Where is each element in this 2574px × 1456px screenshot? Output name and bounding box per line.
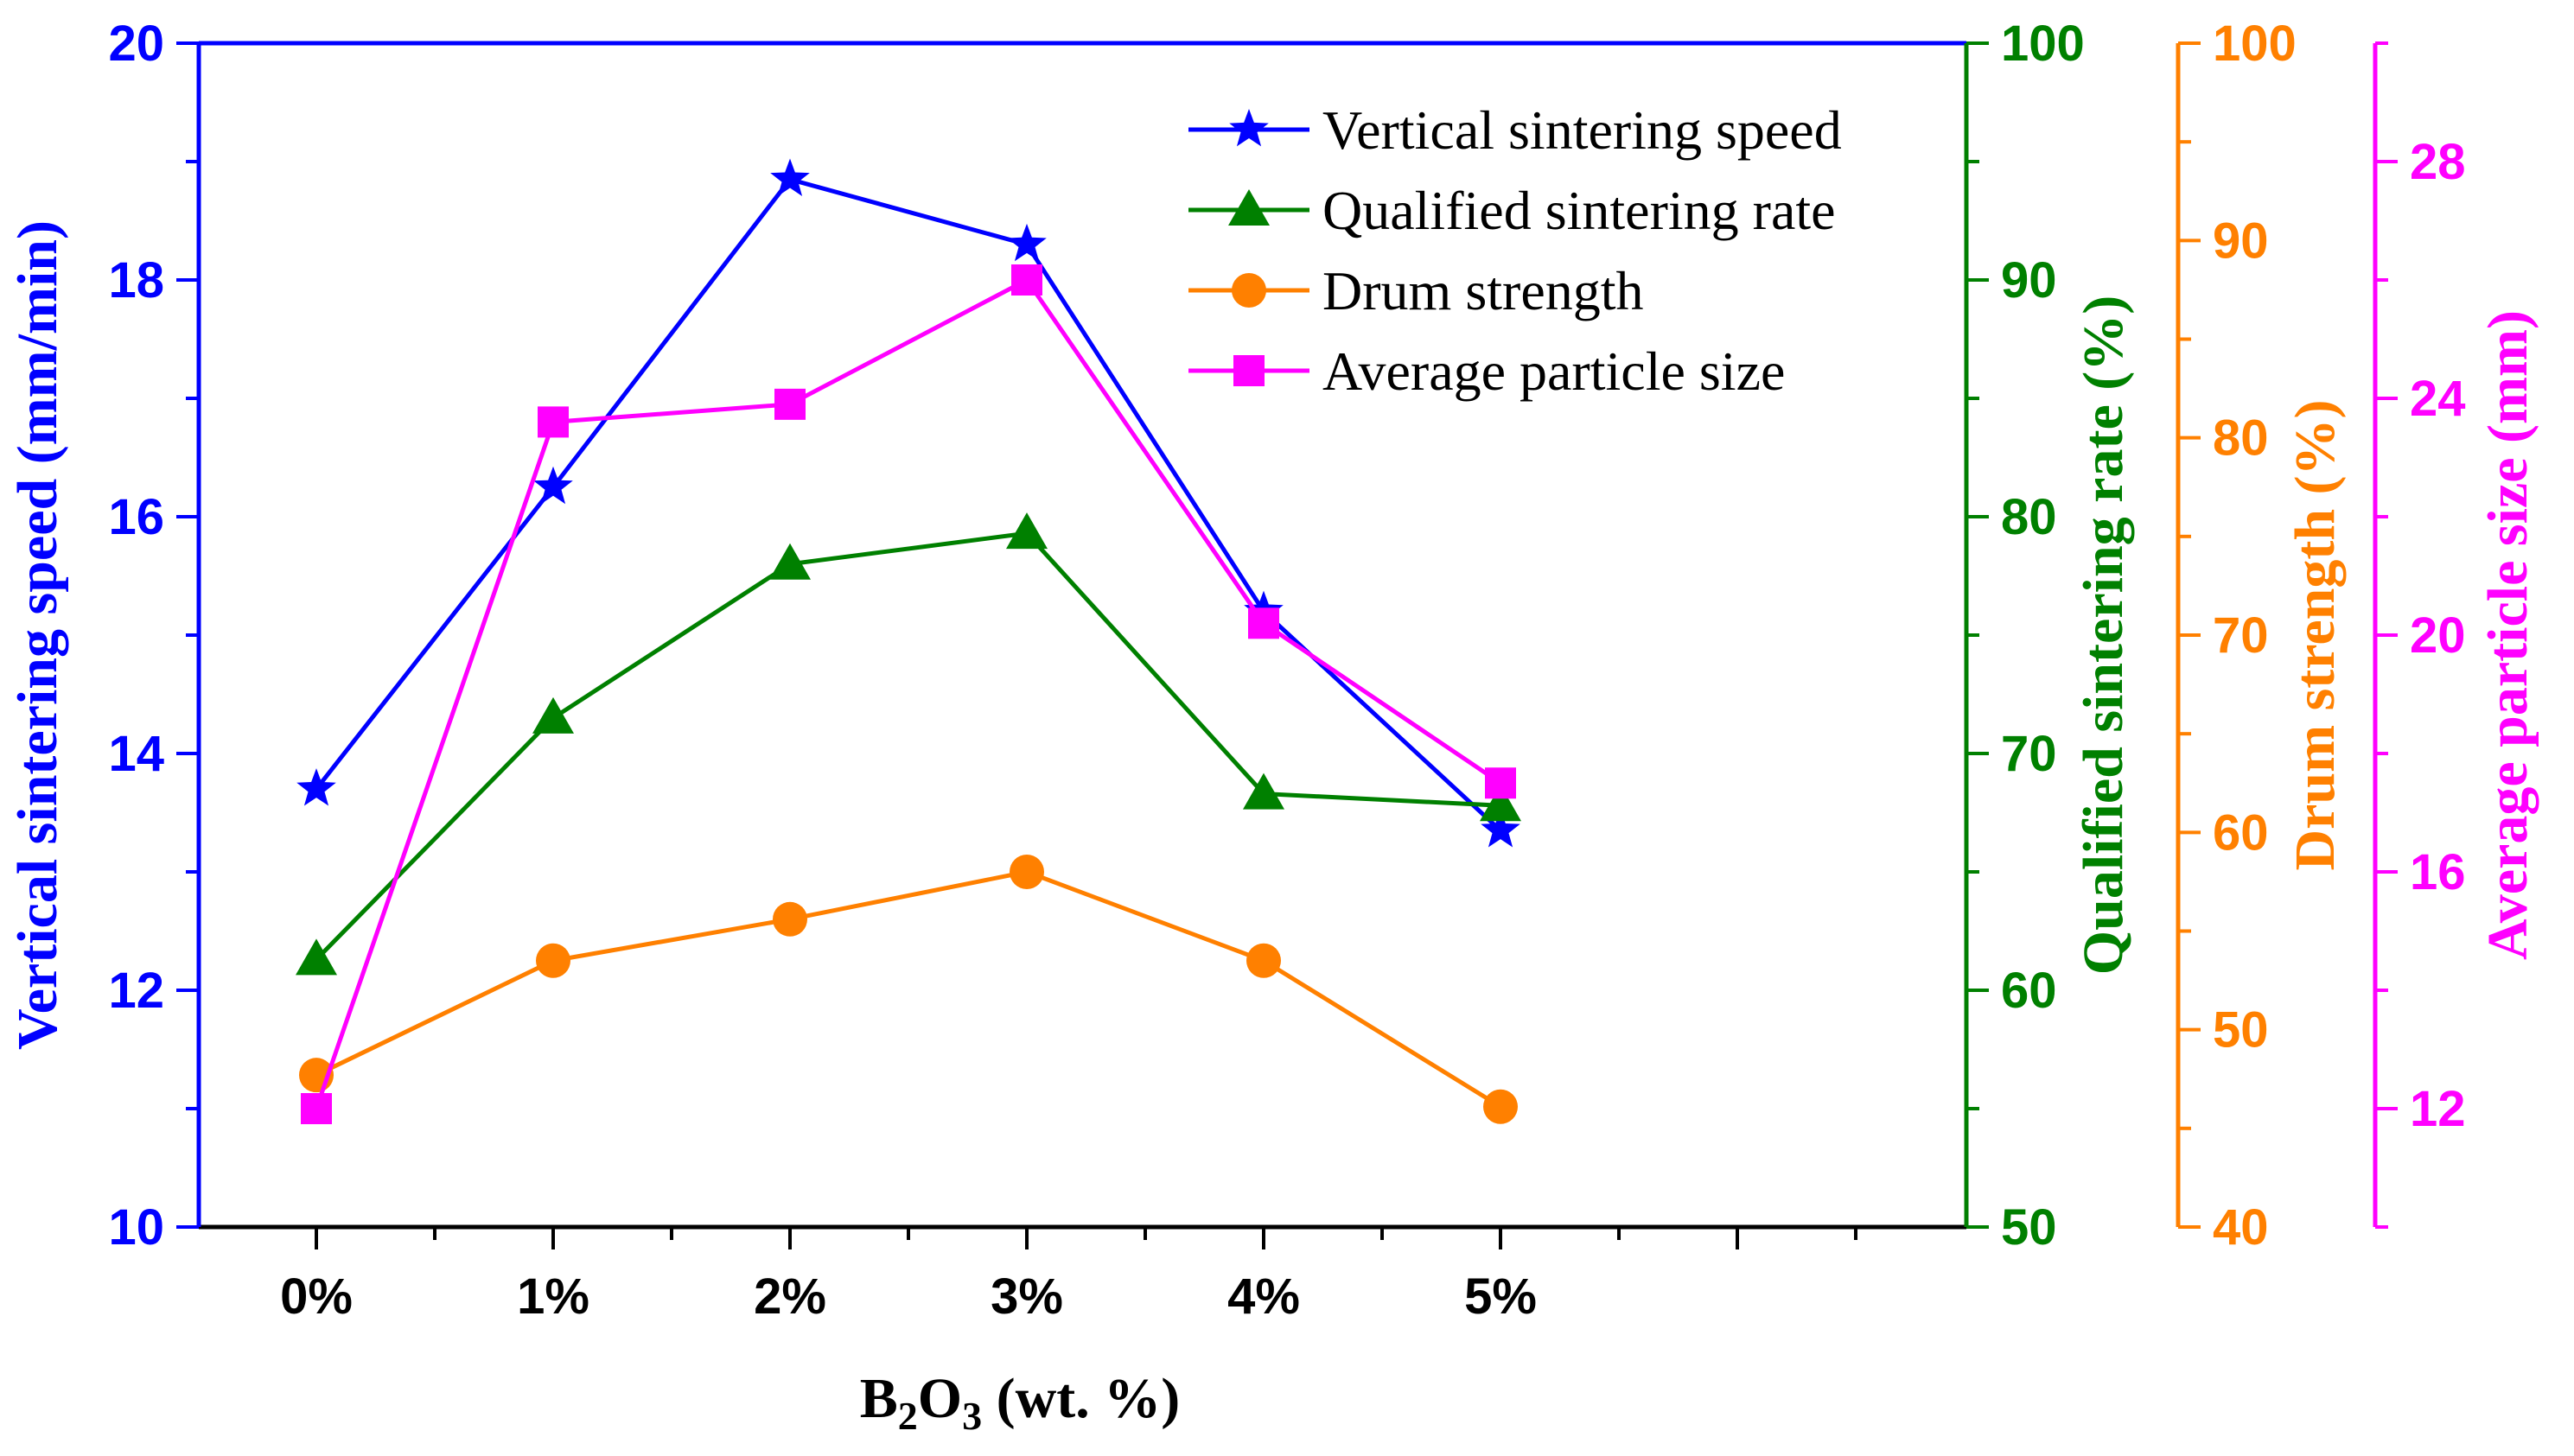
data-point-size [774, 388, 806, 420]
size-tick-label: 24 [2410, 371, 2466, 427]
drum-tick-label: 60 [2213, 804, 2269, 861]
x-axis-title-mid: O [918, 1367, 962, 1430]
x-axis-title: B2O3 (wt. %) [860, 1367, 1180, 1438]
plot-frame [199, 41, 1966, 1230]
data-point-speed [1007, 223, 1047, 262]
legend: Vertical sintering speed Qualified sinter… [1188, 99, 1842, 402]
size-axis-title: Average particle size (mm) [2476, 310, 2539, 960]
x-axis-title-suffix: (wt. %) [982, 1367, 1180, 1430]
legend-label-rate: Qualified sintering rate [1322, 180, 1836, 241]
data-point-size [1011, 264, 1042, 296]
x-axis-title-sub1: 2 [898, 1394, 918, 1438]
speed-tick-label: 16 [108, 489, 164, 545]
drum-tick-label: 50 [2213, 1002, 2269, 1059]
data-point-speed [533, 466, 573, 505]
data-point-size [538, 406, 569, 438]
data-point-size [301, 1093, 332, 1124]
data-point-size [1485, 767, 1516, 799]
x-tick-label: 0% [280, 1268, 353, 1325]
size-tick-label: 20 [2410, 607, 2466, 664]
size-tick-label: 28 [2410, 134, 2466, 190]
drum-tick-label: 40 [2213, 1199, 2269, 1256]
rate-tick-label: 90 [2001, 252, 2057, 308]
rate-tick-label: 60 [2001, 963, 2057, 1019]
drum-tick-label: 100 [2213, 16, 2297, 72]
x-tick-label: 5% [1464, 1268, 1537, 1325]
data-point-rate [296, 938, 337, 976]
legend-marker-rate [1228, 189, 1270, 226]
data-point-size [1248, 607, 1279, 639]
rate-tick-label: 50 [2001, 1199, 2057, 1256]
x-axis-title-sub2: 3 [962, 1394, 982, 1438]
data-point-drum [773, 901, 807, 937]
x-tick-label: 2% [754, 1268, 826, 1325]
series-line-size [314, 277, 1502, 1109]
series-line-rate [315, 531, 1501, 962]
size-tick-label: 16 [2410, 844, 2466, 900]
rate-tick-label: 70 [2001, 726, 2057, 782]
data-point-drum [536, 943, 570, 978]
speed-tick-label: 18 [108, 252, 164, 308]
x-tick-label: 1% [517, 1268, 589, 1325]
data-point-rate [532, 696, 574, 734]
data-point-speed [1481, 810, 1520, 848]
data-point-drum [1010, 855, 1044, 889]
series-line-drum [315, 869, 1502, 1109]
data-point-rate [1243, 773, 1284, 810]
axes-layer: 0% 1% 2% 3% 4% 5% 10 12 14 16 18 20 Vertical sinteri… [6, 16, 2539, 1325]
rate-axis-title: Qualified sintering rate (%) [2072, 296, 2135, 975]
speed-tick-label: 20 [108, 16, 164, 72]
legend-label-drum: Drum strength [1322, 260, 1644, 321]
data-point-speed [296, 768, 336, 806]
series-layer [296, 158, 1521, 1124]
x-axis-title-prefix: B [860, 1367, 898, 1430]
x-tick-label: 4% [1227, 1268, 1300, 1325]
drum-axis-title: Drum strength (%) [2284, 399, 2347, 870]
legend-marker-speed [1229, 109, 1269, 147]
data-point-drum [1483, 1089, 1518, 1124]
drum-tick-label: 70 [2213, 607, 2269, 664]
legend-marker-drum [1232, 273, 1266, 308]
data-point-drum [1246, 943, 1281, 978]
speed-axis-title: Vertical sintering speed (mm/min) [6, 220, 69, 1050]
rate-tick-label: 100 [2001, 16, 2085, 72]
speed-tick-label: 14 [108, 726, 164, 782]
rate-tick-label: 80 [2001, 489, 2057, 545]
speed-tick-label: 12 [108, 963, 164, 1019]
data-point-rate [1480, 785, 1521, 822]
size-tick-label: 12 [2410, 1081, 2466, 1137]
drum-tick-label: 90 [2213, 213, 2269, 269]
legend-label-speed: Vertical sintering speed [1322, 99, 1842, 161]
data-point-rate [1006, 512, 1048, 550]
data-point-rate [769, 543, 811, 580]
x-tick-label: 3% [991, 1268, 1063, 1325]
legend-marker-size [1233, 355, 1265, 386]
speed-tick-label: 10 [108, 1199, 164, 1256]
data-point-speed [770, 158, 810, 196]
legend-label-size: Average particle size [1322, 340, 1785, 402]
drum-tick-label: 80 [2213, 410, 2269, 467]
